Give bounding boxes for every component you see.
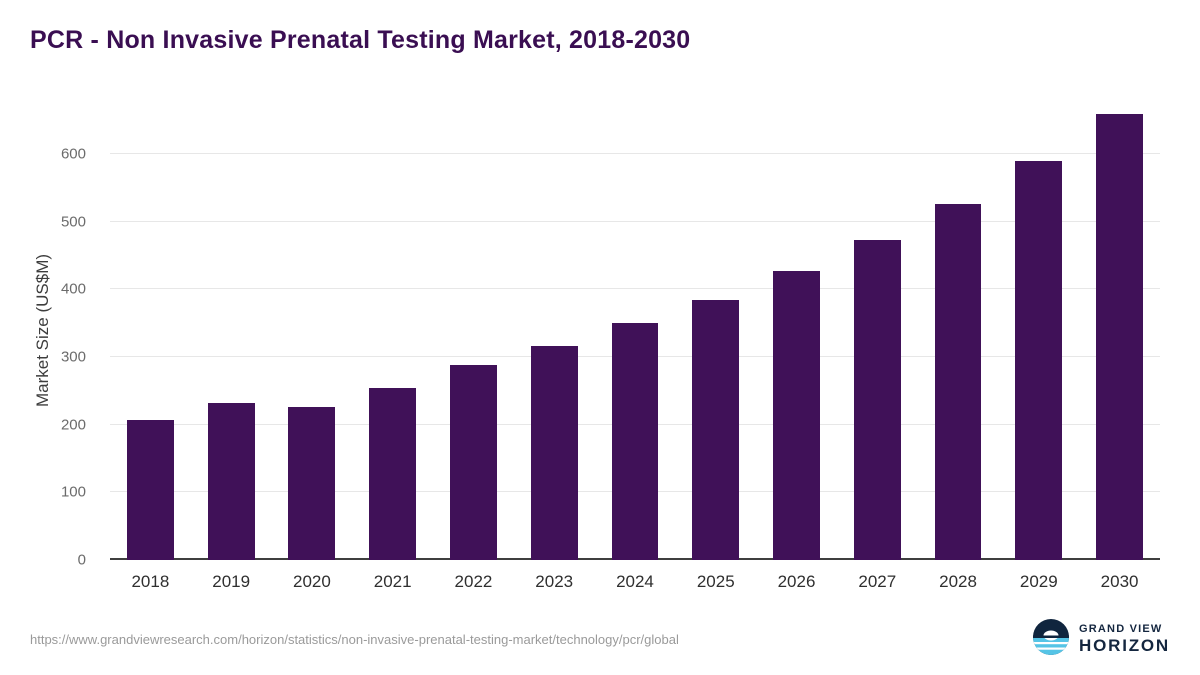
- y-axis-ticks: 0 100 200 300 400 500 600: [30, 100, 100, 569]
- x-tick-label: 2019: [212, 572, 251, 591]
- bar-2020: [288, 407, 336, 560]
- bar-2021: [369, 388, 417, 560]
- bar-slot: [998, 100, 1079, 560]
- bar-slot: [675, 100, 756, 560]
- y-tick-label: 500: [60, 213, 86, 231]
- footer: https://www.grandviewresearch.com/horizo…: [30, 618, 1170, 661]
- grand-view-horizon-logo: GRAND VIEW HORIZON: [1032, 618, 1170, 661]
- bar-slot: [595, 100, 676, 560]
- bar-2018: [126, 419, 174, 560]
- x-tick-label: 2023: [535, 572, 574, 591]
- bar-slot: [514, 100, 595, 560]
- y-tick-label: 400: [60, 280, 86, 298]
- y-tick-label: 0: [77, 551, 86, 569]
- bar-slot: [837, 100, 918, 560]
- x-axis-ticks: 2018 2019 2020 2021 2022 2023 2024 2025 2026 2027…: [110, 572, 1160, 592]
- bar-slot: [272, 100, 353, 560]
- bars: [110, 100, 1160, 560]
- x-tick-label: 2029: [1019, 572, 1058, 591]
- plot-area: [110, 100, 1160, 560]
- bar-slot: [1079, 100, 1160, 560]
- bar-slot: [918, 100, 999, 560]
- x-tick-label: 2020: [293, 572, 331, 591]
- bar-2027: [853, 240, 901, 560]
- x-tick-label: 2027: [858, 572, 897, 591]
- x-tick-label: 2022: [454, 572, 493, 591]
- bar-2029: [1015, 160, 1063, 560]
- bar-2025: [692, 299, 740, 560]
- bar-2023: [530, 345, 578, 560]
- x-tick-label: 2021: [373, 572, 412, 591]
- x-tick-label: 2018: [131, 572, 170, 591]
- logo-text: GRAND VIEW HORIZON: [1079, 623, 1170, 655]
- bar-2030: [1096, 113, 1143, 560]
- bar-2028: [934, 203, 982, 560]
- y-tick-label: 600: [60, 145, 86, 163]
- bar-slot: [352, 100, 433, 560]
- x-tick-label: 2025: [696, 572, 735, 591]
- x-tick-label: 2026: [777, 572, 816, 591]
- x-tick-label: 2030: [1100, 572, 1139, 591]
- gridline: [110, 220, 1160, 222]
- source-url: https://www.grandviewresearch.com/horizo…: [30, 632, 679, 647]
- x-tick-label: 2028: [939, 572, 977, 591]
- bar-slot: [433, 100, 514, 560]
- bar-chart: Market Size (US$M) 0 100 200 300 400 500 600 2…: [30, 100, 1160, 591]
- y-tick-label: 200: [60, 416, 86, 434]
- bar-slot: [110, 100, 191, 560]
- gridline: [110, 288, 1160, 290]
- horizon-logo-icon: [1032, 618, 1070, 661]
- logo-line-grand-view: GRAND VIEW: [1079, 623, 1163, 636]
- logo-line-horizon: HORIZON: [1079, 636, 1170, 656]
- bar-2022: [450, 364, 497, 560]
- x-tick-label: 2024: [616, 572, 654, 591]
- gridline: [110, 153, 1160, 155]
- y-tick-label: 100: [60, 483, 86, 501]
- bar-2026: [773, 271, 820, 560]
- bar-2024: [611, 323, 659, 560]
- y-tick-label: 300: [60, 348, 86, 366]
- page-title: PCR - Non Invasive Prenatal Testing Mark…: [30, 26, 691, 54]
- bar-2019: [207, 403, 255, 560]
- bar-slot: [756, 100, 837, 560]
- bar-slot: [191, 100, 272, 560]
